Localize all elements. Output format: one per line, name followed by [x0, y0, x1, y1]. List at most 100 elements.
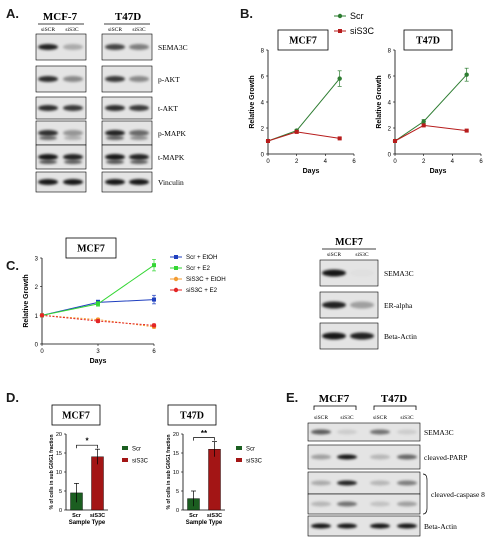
chart-title: MCF7: [289, 36, 317, 47]
blot-label: t-AKT: [158, 104, 178, 113]
blot-band: [311, 454, 331, 460]
series-line: [41, 264, 155, 316]
blot-label: ER-alpha: [384, 301, 413, 310]
blot-label: Vinculin: [158, 178, 184, 187]
blot-label: cleaved-caspase 8: [431, 490, 485, 499]
blot-band: [63, 154, 83, 160]
y-tick-label: 0: [59, 508, 62, 514]
blot-band: [63, 105, 83, 111]
chart-title-box: [403, 29, 453, 51]
blot-band: [370, 429, 390, 435]
x-tick-label: 0: [266, 159, 270, 165]
blot-band: [129, 130, 149, 136]
blot-membrane: [307, 515, 421, 537]
x-tick-label: siS3C: [90, 513, 105, 519]
y-tick-label: 10: [173, 470, 179, 476]
blot-band: [63, 130, 83, 136]
data-point: [464, 72, 469, 77]
data-point: [95, 318, 101, 324]
blot-band: [370, 454, 390, 460]
y-tick-label: 6: [388, 75, 392, 81]
data-point: [464, 128, 469, 133]
y-tick-label: 0: [176, 508, 179, 514]
panel-b: B. 0 2 4 6 8 0 2 4 6 Days Relative Growth MCF7 Scr si…: [240, 6, 483, 175]
y-tick-label: 15: [56, 451, 62, 457]
chart-mcf7-estrogen-growth: 0 1 2 3 0 3 6 Days Relative Growth MCF7 Scr + EtOH…: [23, 237, 226, 365]
chart-title: T47D: [416, 36, 440, 47]
blot-band: [105, 76, 125, 82]
chart-t47d-growth: 0 2 4 6 8 0 2 4 6 Days Relative Growth T47D: [376, 29, 483, 175]
blot-band: [337, 523, 357, 529]
y-tick-label: 2: [261, 127, 265, 133]
y-tick-label: 20: [173, 432, 179, 438]
legend-entry: Scr: [350, 11, 364, 21]
series-line: [267, 131, 340, 142]
data-point: [421, 119, 426, 124]
blot-band: [311, 480, 331, 486]
blot-band: [105, 179, 125, 185]
lane-label: siSCR: [314, 415, 328, 421]
panel-e-letter: E.: [286, 390, 298, 405]
chart-title: MCF7: [62, 411, 90, 422]
lane-label: siSCR: [327, 252, 341, 258]
blot-band: [397, 501, 417, 507]
legend-entry: Scr + E2: [186, 265, 210, 272]
panel-d: D. 0 5 10 15 20 Scr siS3C * Sample Type % of cell…: [6, 390, 263, 526]
y-tick-label: 0: [35, 343, 39, 349]
lane-label: siS3C: [400, 415, 413, 421]
blot-membrane: [35, 96, 87, 120]
legend-entry: siS3C: [132, 459, 149, 465]
data-point: [96, 301, 100, 306]
data-point: [151, 323, 157, 328]
chart-title-box: [277, 29, 329, 51]
significance-bracket: [76, 444, 98, 449]
cell-line-mcf7: MCF-7: [43, 11, 78, 23]
y-tick-label: 4: [261, 101, 265, 107]
y-tick-label: 5: [176, 489, 179, 495]
blot-band: [337, 501, 357, 507]
blot-band: [397, 480, 417, 486]
legend-entry: siS3C: [246, 459, 263, 465]
blot-membrane: [307, 493, 421, 515]
y-tick-label: 2: [35, 285, 39, 291]
x-tick-label: Scr: [189, 513, 199, 519]
blot-band: [129, 105, 149, 111]
blot-band: [397, 523, 417, 529]
blot-label: t-MAPK: [158, 153, 185, 162]
blot-band: [39, 136, 57, 140]
significance-mark: *: [85, 437, 89, 446]
blot-band: [311, 523, 331, 529]
legend-marker: [174, 255, 178, 259]
lane-label: siS3C: [355, 252, 368, 258]
blot-band: [130, 160, 148, 164]
lane-label: siS3C: [65, 27, 78, 33]
blot-band: [370, 523, 390, 529]
x-tick-label: 4: [324, 159, 328, 165]
chart-mcf7-subg1: 0 5 10 15 20 Scr siS3C * Sample Type % of cells i…: [49, 404, 149, 526]
panel-c: C. 0 1 2 3 0 3 6 Days Relative Growth MCF7 Scr + E…: [6, 237, 417, 365]
legend-marker: [174, 266, 178, 270]
blot-membrane: [307, 422, 421, 442]
legend-swatch: [236, 458, 242, 462]
cell-line-t47d: T47D: [381, 393, 407, 405]
panel-a-letter: A.: [6, 6, 19, 21]
legend-swatch: [236, 446, 242, 450]
y-tick-label: 6: [261, 75, 265, 81]
blot-membrane: [35, 171, 87, 193]
bar: [91, 456, 104, 511]
x-tick-label: siS3C: [207, 513, 222, 519]
data-point: [393, 139, 397, 143]
panel-d-letter: D.: [6, 390, 19, 405]
cell-line-mcf7: MCF7: [319, 393, 350, 405]
blot-band: [105, 44, 125, 50]
blot-band: [106, 136, 124, 140]
blot-band: [129, 76, 149, 82]
y-tick-label: 4: [388, 101, 392, 107]
legend-swatch: [122, 446, 128, 450]
blot-band: [129, 179, 149, 185]
blot-band: [105, 154, 125, 160]
legend-marker: [337, 13, 343, 19]
legend-marker: [173, 276, 179, 282]
blot-band: [63, 76, 83, 82]
